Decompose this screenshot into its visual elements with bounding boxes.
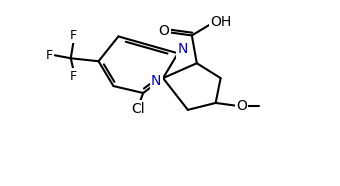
Text: N: N: [178, 42, 188, 56]
Text: F: F: [70, 29, 77, 42]
Text: Cl: Cl: [132, 102, 145, 116]
Text: N: N: [151, 74, 161, 88]
Text: O: O: [158, 25, 169, 39]
Text: F: F: [70, 70, 77, 83]
Text: OH: OH: [210, 15, 231, 28]
Text: O: O: [236, 99, 247, 113]
Text: F: F: [45, 49, 52, 62]
